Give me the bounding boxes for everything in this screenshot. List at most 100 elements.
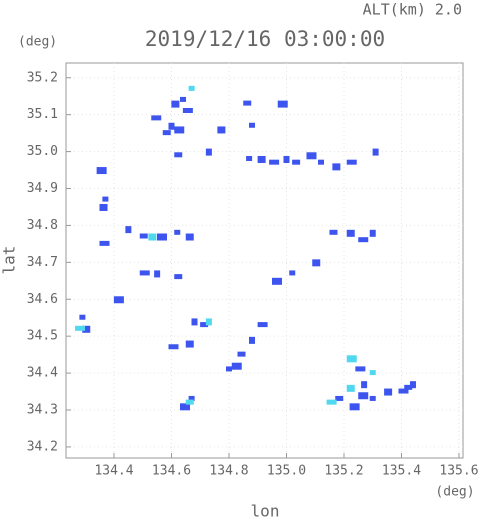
- echo: [99, 203, 108, 211]
- y-axis-label: lat: [0, 246, 19, 275]
- y-tick-label: 34.3: [27, 403, 58, 418]
- plot-frame: [65, 62, 464, 459]
- x-tick-label: 135.6: [439, 464, 478, 479]
- echo: [243, 100, 252, 106]
- y-tick-label: 35.0: [27, 144, 58, 159]
- echo: [306, 152, 317, 160]
- echo: [154, 270, 161, 278]
- x-axis-label: lon: [251, 502, 280, 521]
- echo: [237, 351, 246, 357]
- y-tick-label: 34.9: [27, 181, 58, 196]
- echo: [346, 355, 357, 363]
- echo: [82, 325, 91, 333]
- echo: [174, 126, 185, 134]
- echo: [404, 384, 413, 390]
- echo: [139, 270, 150, 276]
- echo: [168, 122, 175, 130]
- echo: [409, 381, 416, 389]
- echo: [180, 96, 187, 102]
- echo: [248, 122, 255, 128]
- echo: [369, 370, 376, 376]
- x-tick-label: 135.4: [382, 464, 421, 479]
- echo: [217, 126, 226, 134]
- x-tick-label: 135.0: [267, 464, 306, 479]
- echo: [355, 366, 366, 372]
- echo: [246, 155, 253, 161]
- echo: [358, 237, 369, 243]
- echo: [346, 384, 355, 392]
- echo: [185, 340, 194, 348]
- echo: [317, 159, 324, 165]
- y-tick-label: 34.8: [27, 218, 58, 233]
- echo: [151, 115, 162, 121]
- echo: [174, 274, 183, 280]
- echo: [174, 229, 181, 235]
- echo: [332, 163, 341, 171]
- echo: [372, 148, 379, 156]
- echo: [346, 159, 357, 165]
- altitude-label: ALT(km) 2.0: [363, 1, 462, 19]
- y-tick-label: 34.5: [27, 329, 58, 344]
- echo: [257, 155, 266, 163]
- echo: [171, 100, 180, 108]
- echo: [205, 148, 212, 156]
- echo: [182, 107, 193, 113]
- echo: [349, 403, 360, 411]
- echo: [335, 395, 344, 401]
- echo: [346, 229, 355, 237]
- echo: [113, 296, 124, 304]
- echo: [225, 366, 232, 372]
- x-tick-label: 135.2: [324, 464, 363, 479]
- echo: [191, 318, 198, 326]
- y-unit: (deg): [18, 35, 57, 50]
- echo: [231, 362, 242, 370]
- echo: [329, 229, 338, 235]
- x-unit: (deg): [435, 485, 474, 500]
- echo: [96, 167, 107, 175]
- echo: [102, 196, 109, 202]
- x-tick-label: 134.4: [94, 464, 133, 479]
- echo: [188, 395, 195, 401]
- echo: [326, 399, 337, 405]
- echo: [361, 381, 368, 389]
- echo: [257, 322, 268, 328]
- chart-title: 2019/12/16 03:00:00: [145, 27, 385, 51]
- echo: [384, 388, 393, 396]
- x-tick-label: 134.6: [152, 464, 191, 479]
- echo: [75, 325, 86, 331]
- echo: [289, 270, 296, 276]
- echo: [205, 318, 212, 326]
- echo: [139, 233, 148, 239]
- echo: [148, 233, 157, 241]
- echo: [180, 403, 191, 411]
- echo: [162, 130, 171, 136]
- echo: [157, 233, 168, 241]
- echo: [79, 314, 86, 320]
- y-tick-label: 34.6: [27, 292, 58, 307]
- y-tick-label: 34.4: [27, 366, 58, 381]
- y-tick-label: 34.2: [27, 439, 58, 454]
- echo: [398, 388, 409, 394]
- echo: [174, 152, 183, 158]
- y-tick-label: 35.1: [27, 107, 58, 122]
- echo: [99, 240, 110, 246]
- echo: [369, 229, 376, 237]
- echo: [185, 399, 194, 405]
- echo: [369, 395, 376, 401]
- echo: [188, 85, 195, 91]
- echo: [277, 100, 288, 108]
- echo: [200, 322, 209, 328]
- y-tick-label: 35.2: [27, 70, 58, 85]
- echo: [168, 344, 179, 350]
- echo: [358, 392, 369, 400]
- echo: [292, 159, 301, 165]
- y-tick-label: 34.7: [27, 255, 58, 270]
- echo: [185, 233, 194, 241]
- echo: [271, 277, 282, 285]
- echo: [283, 155, 290, 163]
- echo: [269, 159, 280, 165]
- echo: [248, 336, 255, 344]
- echo: [125, 226, 132, 234]
- echo: [312, 259, 321, 267]
